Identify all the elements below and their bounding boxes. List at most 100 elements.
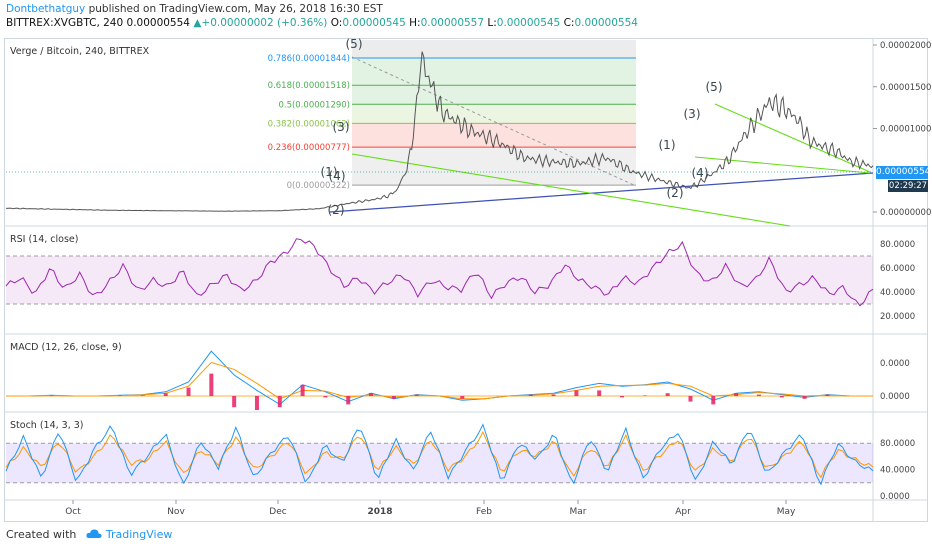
l-label: L: [487,17,497,29]
elliott-wave-label: (1) [321,165,338,179]
elliott-wave-label: (2) [667,186,684,200]
x-tick-label: Apr [675,507,691,517]
macd-histogram-bar [528,394,533,396]
macd-histogram-bar [414,394,419,396]
tradingview-link[interactable]: TradingView [105,528,173,541]
macd-histogram-bar [779,396,784,398]
support-trendline [329,172,874,213]
y-tick-label: 0.0000 [880,392,910,402]
macd-histogram-bar [49,395,54,396]
fib-zone [352,85,636,105]
price-series-line [5,51,874,212]
macd-histogram-bar [232,396,237,408]
rsi-band [6,256,873,304]
y-tick-label: 40.0000 [880,466,915,476]
fib-level-label: 0.382(0.00001062) [268,119,350,129]
fib-zone [352,104,636,124]
macd-histogram-bar [118,395,123,396]
wedge-lower-line-2 [694,156,871,174]
elliott-wave-label: (5) [346,37,363,51]
pane-title: MACD (12, 26, close, 9) [10,342,122,353]
fib-zone [352,147,636,186]
pane-title: Stoch (14, 3, 3) [10,420,84,431]
o-value: 0.00000545 [342,17,406,29]
elliott-wave-label: (4) [692,166,709,180]
y-tick-label: 60.0000 [880,264,915,274]
fib-level-label: 0.5(0.00001290) [278,100,350,110]
elliott-wave-label: (3) [333,120,350,134]
macd-histogram-bar [254,396,259,410]
macd-histogram-bar [642,395,647,396]
macd-histogram-bar [734,393,739,396]
wedge-lower-line [351,153,791,227]
x-tick-label: Feb [476,507,492,517]
y-tick-label: 0.0000 [880,492,910,502]
open-price: 0.00000554 [126,17,190,29]
x-tick-label: Mar [570,507,587,517]
l-value: 0.00000545 [496,17,561,29]
countdown-tag: 02:29:27 [888,180,928,192]
y-tick-label: 20.0000 [880,312,915,322]
symbol-line: BITTREX:XVGBTC, 240 [6,17,124,29]
tradingview-cloud-icon [86,529,102,538]
macd-histogram-bar [551,394,556,396]
signal-line [6,361,873,400]
stoch-k-line [5,423,874,486]
macd-histogram-bar [597,390,602,396]
macd-histogram-bar [140,395,145,396]
x-tick-label: 2018 [367,507,392,517]
macd-histogram-bar [574,390,579,396]
macd-histogram-bar [209,373,214,396]
macd-histogram-bar [346,396,351,405]
macd-histogram-bar [323,396,328,398]
rsi-line [5,238,874,307]
y-tick-label: 0.00001500 [880,83,931,93]
fib-level-label: 0.236(0.00000777) [268,143,350,153]
macd-histogram-bar [688,396,693,402]
y-tick-label: 80.0000 [880,439,915,449]
h-label: H: [409,17,421,29]
y-tick-label: 0.0000 [880,359,910,369]
change-value: +0.00000002 (+0.36%) [201,17,328,29]
macd-histogram-bar [186,387,191,396]
macd-histogram-bar [711,396,716,405]
x-tick-label: Dec [269,507,286,517]
fib-level-label: 0.786(0.00001844) [268,54,350,64]
macd-histogram-bar [277,396,282,408]
macd-histogram-bar [300,384,305,396]
fib-level-label: 0.618(0.00001518) [268,81,350,91]
elliott-wave-label: (5) [706,80,723,94]
stoch-band [6,443,873,483]
macd-histogram-bar [825,394,830,396]
pane-title: Verge / Bitcoin, 240, BITTREX [10,46,150,57]
y-tick-label: 80.0000 [880,240,915,250]
symbol-info: BITTREX:XVGBTC, 240 0.00000554 ▲+0.00000… [6,17,638,29]
publish-text: published on TradingView.com, May 26, 20… [88,3,383,15]
macd-histogram-bar [163,393,168,396]
footer: Created with TradingView [6,528,172,541]
fib-zone [352,58,636,86]
change-arrow-icon: ▲ [193,17,202,29]
macd-histogram-bar [369,393,374,396]
macd-histogram-bar [391,396,396,399]
macd-histogram-bar [460,396,465,399]
y-tick-label: 0.00002000 [880,41,931,51]
author-link[interactable]: Dontbethatguy [6,3,86,15]
created-with-text: Created with [6,528,77,541]
fib-level-label: 0(0.00000322) [287,181,350,191]
y-tick-label: 0.00001000 [880,125,931,135]
macd-histogram-bar [756,394,761,396]
x-tick-label: May [777,507,796,517]
macd-histogram-bar [665,393,670,396]
macd-histogram-bar [620,396,625,398]
c-label: C: [563,17,575,29]
c-value: 0.00000554 [574,17,638,29]
x-tick-label: Nov [167,507,185,517]
o-label: O: [330,17,343,29]
publish-info: Dontbethatguy published on TradingView.c… [6,3,383,15]
elliott-wave-label: (4) [329,169,346,183]
pane-title: RSI (14, close) [10,234,78,245]
h-value: 0.00000557 [420,17,485,29]
elliott-wave-label: (3) [684,107,701,121]
